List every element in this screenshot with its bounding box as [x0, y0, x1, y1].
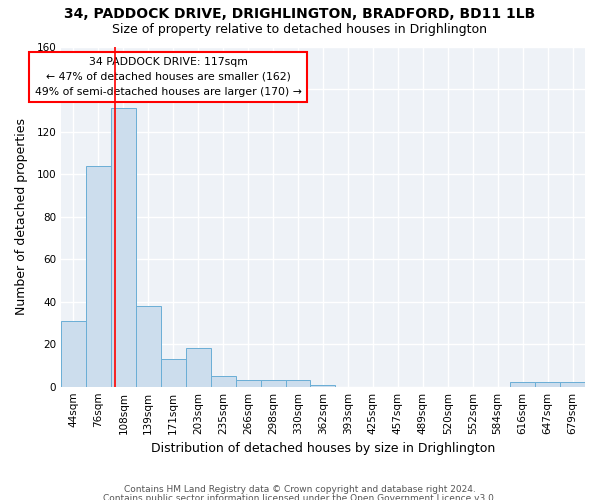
Bar	[211, 376, 236, 386]
Bar	[535, 382, 560, 386]
Bar	[136, 306, 161, 386]
Bar	[161, 359, 186, 386]
Bar	[186, 348, 211, 387]
Bar	[260, 380, 286, 386]
Text: 34 PADDOCK DRIVE: 117sqm
← 47% of detached houses are smaller (162)
49% of semi-: 34 PADDOCK DRIVE: 117sqm ← 47% of detach…	[35, 57, 302, 96]
Bar	[86, 166, 111, 386]
Text: Size of property relative to detached houses in Drighlington: Size of property relative to detached ho…	[113, 22, 487, 36]
Bar	[236, 380, 260, 386]
Bar	[286, 380, 310, 386]
Bar	[310, 384, 335, 386]
Bar	[111, 108, 136, 386]
Bar	[560, 382, 585, 386]
Y-axis label: Number of detached properties: Number of detached properties	[15, 118, 28, 315]
X-axis label: Distribution of detached houses by size in Drighlington: Distribution of detached houses by size …	[151, 442, 495, 455]
Text: 34, PADDOCK DRIVE, DRIGHLINGTON, BRADFORD, BD11 1LB: 34, PADDOCK DRIVE, DRIGHLINGTON, BRADFOR…	[64, 8, 536, 22]
Bar	[61, 321, 86, 386]
Bar	[510, 382, 535, 386]
Text: Contains public sector information licensed under the Open Government Licence v3: Contains public sector information licen…	[103, 494, 497, 500]
Text: Contains HM Land Registry data © Crown copyright and database right 2024.: Contains HM Land Registry data © Crown c…	[124, 485, 476, 494]
